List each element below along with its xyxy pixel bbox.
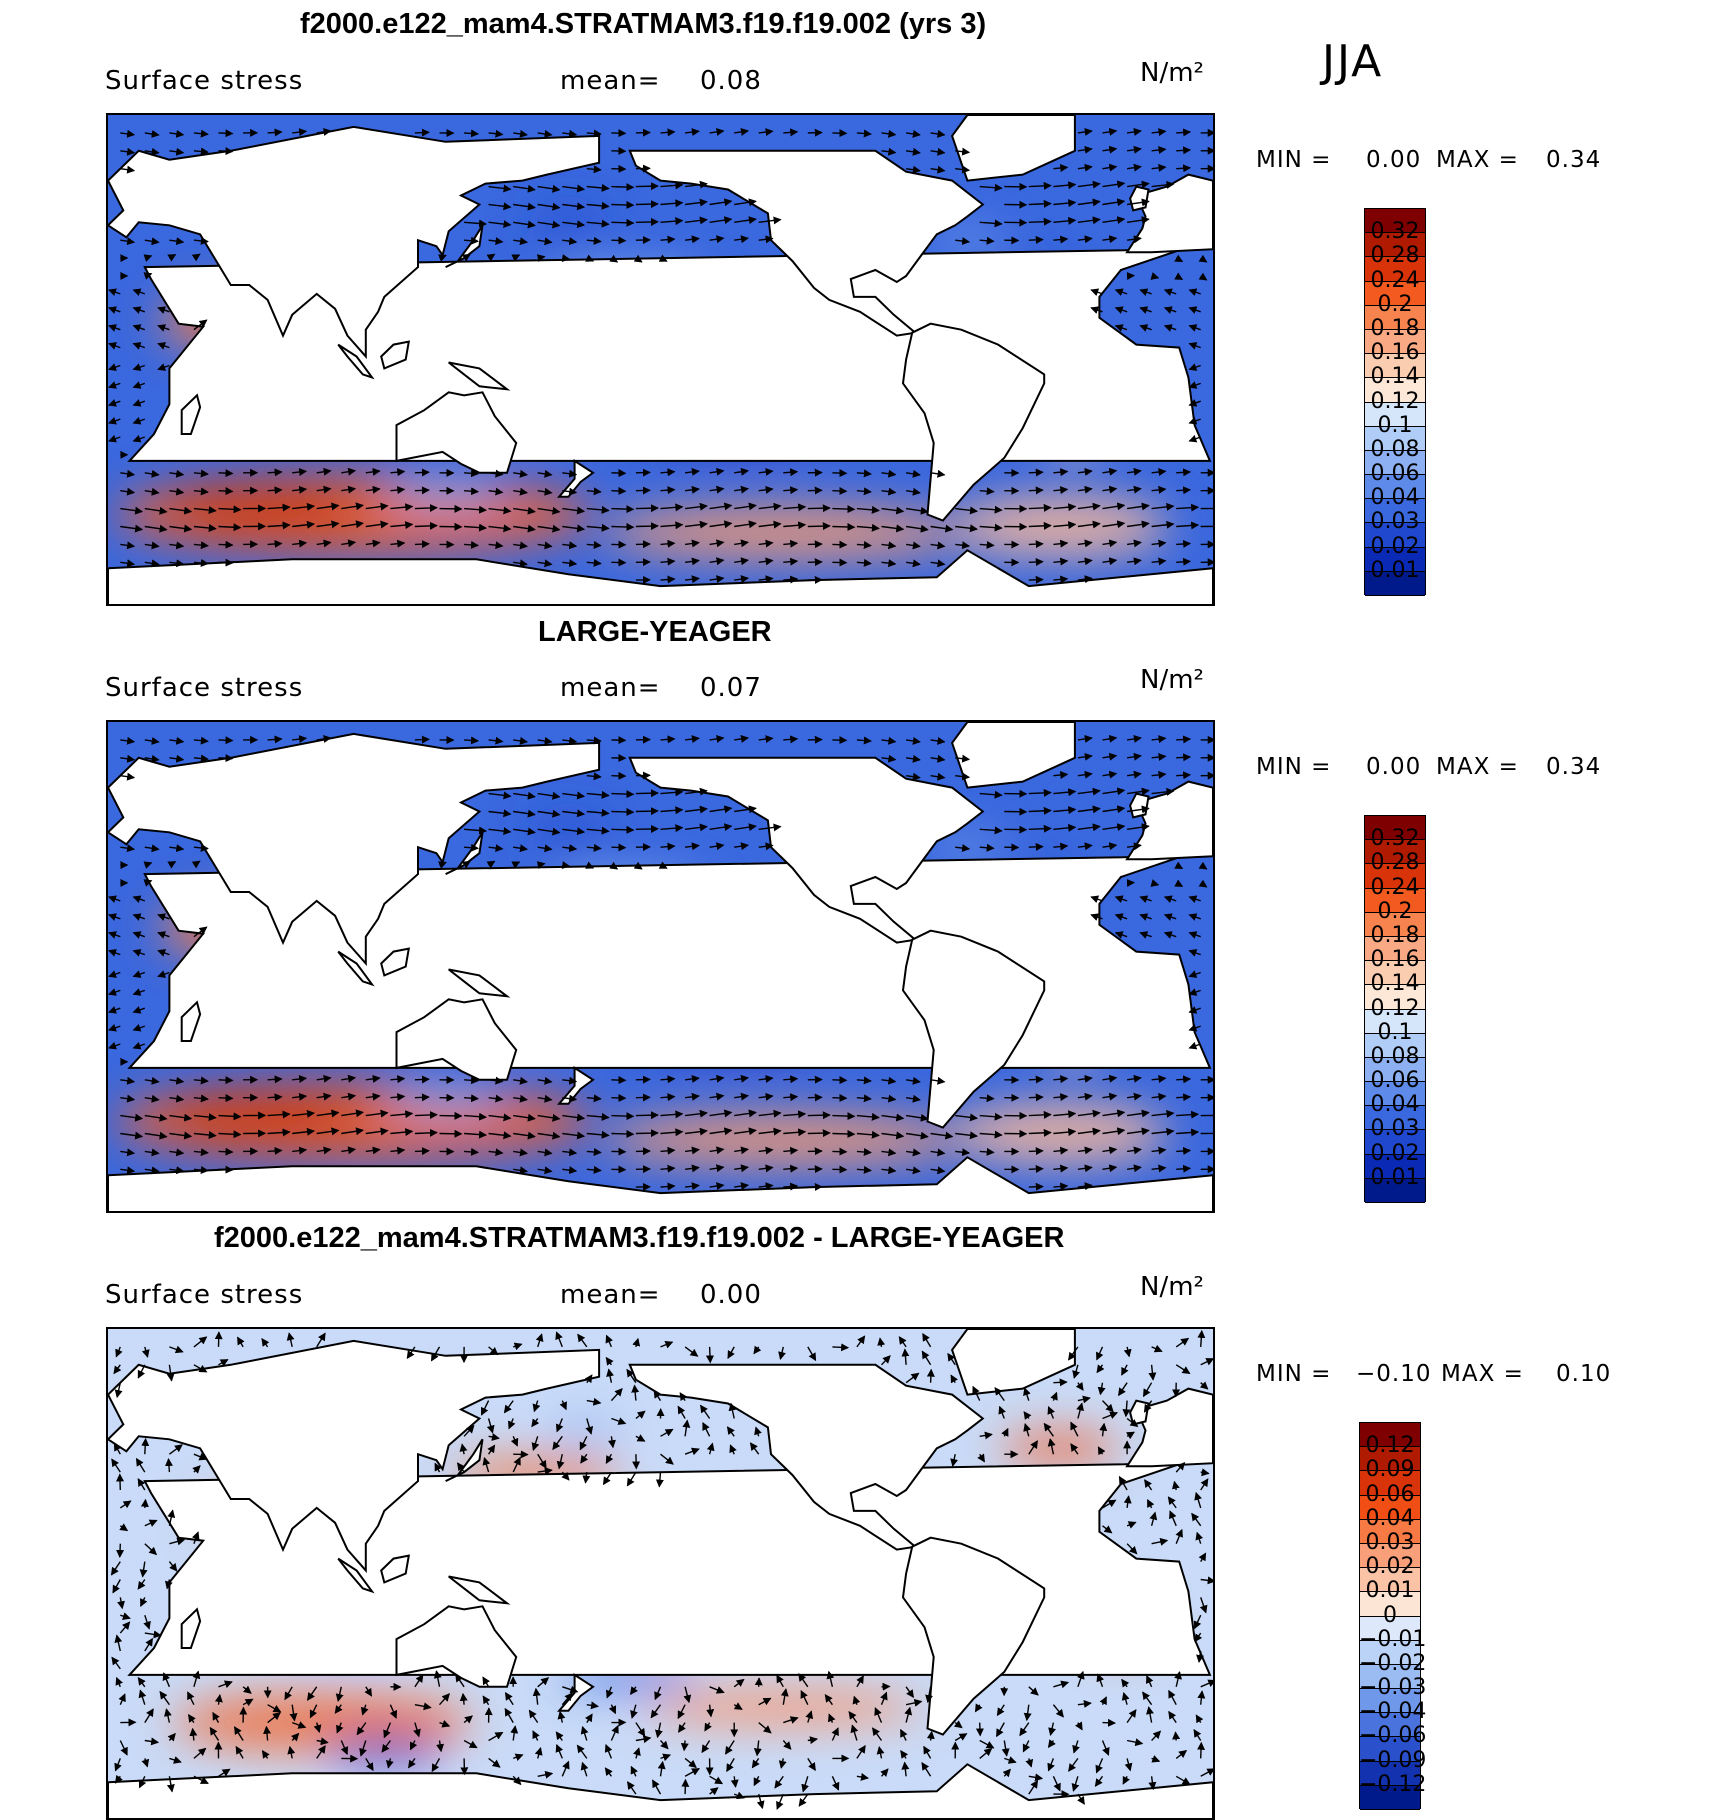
colorbar-tick-label: 0.18 — [1364, 316, 1426, 341]
colorbar-tick-label: 0.24 — [1364, 268, 1426, 293]
colorbar-tick-label: 0.02 — [1359, 1554, 1421, 1579]
colorbar-tick-label: −0.09 — [1359, 1748, 1421, 1773]
colorbar-tick-label: 0.18 — [1364, 923, 1426, 948]
min-label: MIN = — [1256, 1361, 1331, 1387]
min-value: −0.10 — [1356, 1361, 1431, 1387]
colorbar-tick-label: 0.12 — [1359, 1433, 1421, 1458]
colorbar-tick-label: 0.28 — [1364, 850, 1426, 875]
colorbar-tick-label: 0.12 — [1364, 996, 1426, 1021]
map-canvas — [108, 722, 1213, 1211]
mean-label: mean= — [560, 1280, 661, 1310]
min-label: MIN = — [1256, 147, 1331, 173]
min-label: MIN = — [1256, 754, 1331, 780]
panel-title: f2000.e122_mam4.STRATMAM3.f19.f19.002 (y… — [300, 8, 986, 41]
variable-label: Surface stress — [105, 1280, 303, 1310]
colorbar-tick-label: 0.02 — [1364, 534, 1426, 559]
max-label: MAX = — [1436, 754, 1519, 780]
mean-value: 0.08 — [700, 66, 762, 96]
colorbar-tick-label: −0.04 — [1359, 1699, 1421, 1724]
units-label: N/m² — [1140, 58, 1204, 88]
min-value: 0.00 — [1366, 147, 1421, 173]
colorbar-tick-label: −0.12 — [1359, 1772, 1421, 1797]
variable-label: Surface stress — [105, 673, 303, 703]
colorbar-tick-label: 0.06 — [1364, 461, 1426, 486]
colorbar-tick-label: 0.2 — [1364, 292, 1426, 317]
colorbar-tick-label: 0.32 — [1364, 826, 1426, 851]
colorbar-tick-label: 0.1 — [1364, 1020, 1426, 1045]
colorbar-tick-label: 0.2 — [1364, 899, 1426, 924]
colorbar-tick-label: 0.09 — [1359, 1457, 1421, 1482]
stress-map — [106, 113, 1215, 606]
colorbar-tick-label: 0.04 — [1364, 485, 1426, 510]
colorbar-tick-label: 0.16 — [1364, 947, 1426, 972]
max-label: MAX = — [1441, 1361, 1524, 1387]
colorbar-tick-label: 0.08 — [1364, 437, 1426, 462]
mean-value: 0.07 — [700, 673, 762, 703]
colorbar-tick-label: −0.06 — [1359, 1723, 1421, 1748]
colorbar-tick-label: 0.24 — [1364, 875, 1426, 900]
colorbar-tick-label: 0.16 — [1364, 340, 1426, 365]
colorbar-tick-label: 0.01 — [1359, 1578, 1421, 1603]
map-canvas — [108, 115, 1213, 604]
colorbar-tick-label: 0.06 — [1359, 1482, 1421, 1507]
colorbar-tick-label: 0.06 — [1364, 1068, 1426, 1093]
min-value: 0.00 — [1366, 754, 1421, 780]
colorbar-tick-label: 0.32 — [1364, 219, 1426, 244]
colorbar-tick-label: 0.04 — [1364, 1092, 1426, 1117]
mean-label: mean= — [560, 673, 661, 703]
units-label: N/m² — [1140, 665, 1204, 695]
panel-title: LARGE-YEAGER — [538, 616, 772, 649]
max-value: 0.10 — [1556, 1361, 1611, 1387]
panel-title: f2000.e122_mam4.STRATMAM3.f19.f19.002 - … — [214, 1222, 1064, 1255]
colorbar-tick-label: 0.01 — [1364, 558, 1426, 583]
colorbar-tick-label: −0.03 — [1359, 1675, 1421, 1700]
variable-label: Surface stress — [105, 66, 303, 96]
mean-label: mean= — [560, 66, 661, 96]
max-value: 0.34 — [1546, 147, 1601, 173]
colorbar-tick-label: 0.04 — [1359, 1506, 1421, 1531]
colorbar-tick-label: 0.08 — [1364, 1044, 1426, 1069]
colorbar-tick-label: 0.03 — [1364, 509, 1426, 534]
season-label: JJA — [1322, 36, 1383, 87]
colorbar-tick-label: 0 — [1359, 1603, 1421, 1628]
colorbar-tick-label: 0.03 — [1364, 1116, 1426, 1141]
max-value: 0.34 — [1546, 754, 1601, 780]
stress-map — [106, 720, 1215, 1213]
stress-difference-map — [106, 1327, 1215, 1820]
colorbar-tick-label: −0.01 — [1359, 1627, 1421, 1652]
colorbar-tick-label: 0.14 — [1364, 971, 1426, 996]
colorbar-tick-label: 0.12 — [1364, 389, 1426, 414]
units-label: N/m² — [1140, 1272, 1204, 1302]
colorbar-tick-label: 0.28 — [1364, 243, 1426, 268]
map-canvas — [108, 1329, 1213, 1818]
colorbar-tick-label: 0.03 — [1359, 1530, 1421, 1555]
colorbar-tick-label: 0.14 — [1364, 364, 1426, 389]
max-label: MAX = — [1436, 147, 1519, 173]
colorbar-tick-label: 0.02 — [1364, 1141, 1426, 1166]
colorbar-tick-label: 0.01 — [1364, 1165, 1426, 1190]
colorbar-tick-label: −0.02 — [1359, 1651, 1421, 1676]
colorbar-tick-label: 0.1 — [1364, 413, 1426, 438]
mean-value: 0.00 — [700, 1280, 762, 1310]
